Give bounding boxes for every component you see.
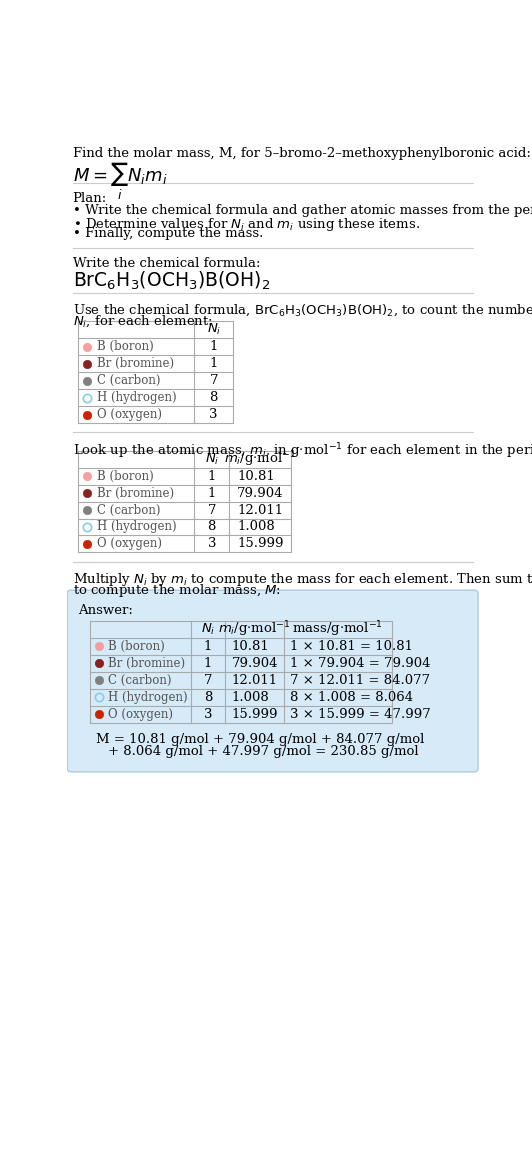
Text: $m_i$/g$\cdot$mol$^{-1}$: $m_i$/g$\cdot$mol$^{-1}$ [218,619,291,639]
Text: Use the chemical formula, $\mathrm{BrC_6H_3(OCH_3)B(OH)_2}$, to count the number: Use the chemical formula, $\mathrm{BrC_6… [73,303,532,318]
Text: $N_i$: $N_i$ [201,622,215,637]
Text: 79.904: 79.904 [237,487,284,499]
Text: M = 10.81 g/mol + 79.904 g/mol + 84.077 g/mol: M = 10.81 g/mol + 79.904 g/mol + 84.077 … [96,733,425,746]
Text: O (oxygen): O (oxygen) [97,409,162,421]
Text: • Finally, compute the mass.: • Finally, compute the mass. [73,227,263,241]
Text: 1: 1 [204,640,212,653]
Text: $N_i$: $N_i$ [206,322,221,338]
Text: 10.81: 10.81 [237,469,275,483]
Text: 3: 3 [204,708,212,721]
Text: 3 × 15.999 = 47.997: 3 × 15.999 = 47.997 [290,708,430,721]
Text: C (carbon): C (carbon) [97,374,160,388]
Text: 8: 8 [210,391,218,404]
Text: C (carbon): C (carbon) [109,674,172,687]
Text: $N_i$: $N_i$ [205,452,219,467]
Text: $M = \sum_i N_i m_i$: $M = \sum_i N_i m_i$ [73,162,167,203]
Text: • Write the chemical formula and gather atomic masses from the periodic table.: • Write the chemical formula and gather … [73,205,532,218]
Text: O (oxygen): O (oxygen) [97,538,162,551]
Text: 12.011: 12.011 [237,504,283,517]
Text: H (hydrogen): H (hydrogen) [97,391,176,404]
Text: B (boron): B (boron) [97,469,153,483]
Text: $\mathrm{BrC_6H_3(OCH_3)B(OH)_2}$: $\mathrm{BrC_6H_3(OCH_3)B(OH)_2}$ [73,270,270,292]
Text: Br (bromine): Br (bromine) [97,357,174,370]
Text: 8 × 1.008 = 8.064: 8 × 1.008 = 8.064 [290,690,413,704]
Text: $N_i$, for each element:: $N_i$, for each element: [73,314,213,329]
Text: O (oxygen): O (oxygen) [109,708,173,721]
Text: B (boron): B (boron) [97,340,153,354]
Text: 1: 1 [210,340,218,354]
Text: 7: 7 [204,674,212,687]
Text: 1.008: 1.008 [237,520,275,533]
Text: 1: 1 [210,357,218,370]
Text: 10.81: 10.81 [231,640,269,653]
Text: Find the molar mass, M, for 5–bromo-2–methoxyphenylboronic acid:: Find the molar mass, M, for 5–bromo-2–me… [73,148,530,161]
Text: Multiply $N_i$ by $m_i$ to compute the mass for each element. Then sum those val: Multiply $N_i$ by $m_i$ to compute the m… [73,570,532,588]
Text: $m_i$/g$\cdot$mol$^{-1}$: $m_i$/g$\cdot$mol$^{-1}$ [224,449,296,469]
Text: 79.904: 79.904 [231,656,278,669]
Text: 3: 3 [207,538,216,551]
Text: 1: 1 [207,487,216,499]
Text: Br (bromine): Br (bromine) [97,487,174,499]
Text: to compute the molar mass, $M$:: to compute the molar mass, $M$: [73,582,281,599]
Text: Look up the atomic mass, $m_i$, in g$\cdot$mol$^{-1}$ for each element in the pe: Look up the atomic mass, $m_i$, in g$\cd… [73,441,532,461]
Text: 8: 8 [207,520,216,533]
Text: 8: 8 [204,690,212,704]
Text: 15.999: 15.999 [237,538,284,551]
Text: Br (bromine): Br (bromine) [109,656,186,669]
Text: B (boron): B (boron) [109,640,165,653]
Text: H (hydrogen): H (hydrogen) [97,520,176,533]
Text: 1: 1 [207,469,216,483]
Text: Write the chemical formula:: Write the chemical formula: [73,257,260,270]
Text: 3: 3 [210,409,218,421]
Text: + 8.064 g/mol + 47.997 g/mol = 230.85 g/mol: + 8.064 g/mol + 47.997 g/mol = 230.85 g/… [109,745,419,758]
Text: 15.999: 15.999 [231,708,278,721]
Text: H (hydrogen): H (hydrogen) [109,690,188,704]
Text: C (carbon): C (carbon) [97,504,160,517]
Text: 1 × 79.904 = 79.904: 1 × 79.904 = 79.904 [290,656,430,669]
FancyBboxPatch shape [67,590,478,772]
Text: 1.008: 1.008 [231,690,269,704]
Text: 12.011: 12.011 [231,674,278,687]
Text: 7 × 12.011 = 84.077: 7 × 12.011 = 84.077 [290,674,430,687]
Text: 7: 7 [210,374,218,388]
Text: 7: 7 [207,504,216,517]
Text: Plan:: Plan: [73,192,107,205]
Text: • Determine values for $N_i$ and $m_i$ using these items.: • Determine values for $N_i$ and $m_i$ u… [73,215,420,233]
Text: 1 × 10.81 = 10.81: 1 × 10.81 = 10.81 [290,640,413,653]
Text: 1: 1 [204,656,212,669]
Text: mass/g$\cdot$mol$^{-1}$: mass/g$\cdot$mol$^{-1}$ [292,619,383,639]
Text: Answer:: Answer: [78,604,133,617]
